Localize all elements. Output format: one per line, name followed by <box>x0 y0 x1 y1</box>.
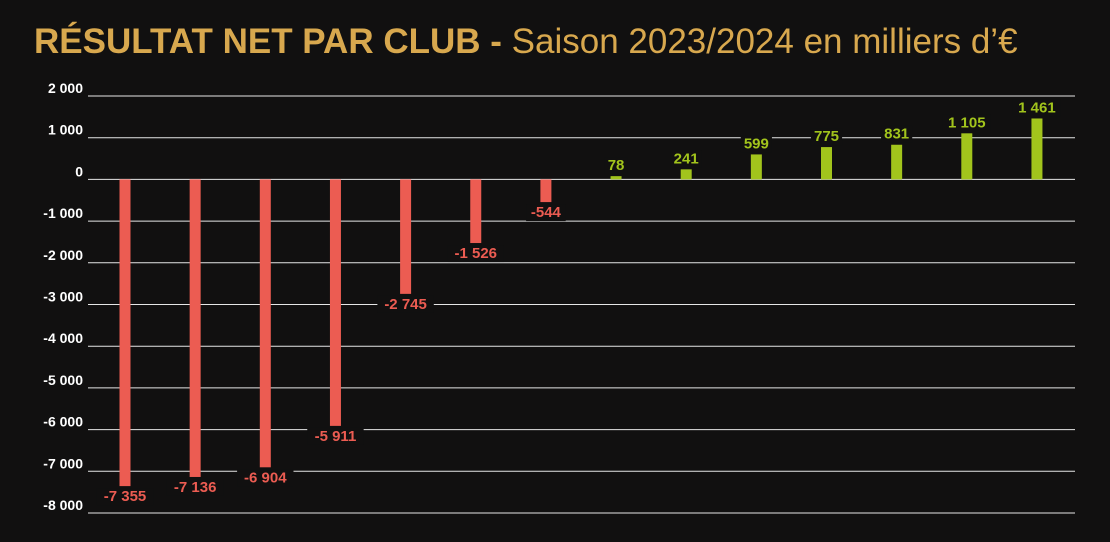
y-tick-label: -2 000 <box>43 247 83 263</box>
data-label-4: -5 911 <box>315 428 357 445</box>
y-tick-label: -3 000 <box>43 289 83 305</box>
data-labels: -7 355 -7 136 -6 904 -5 911 -2 745 -1 526 -544… <box>96 99 1061 506</box>
y-tick-label: -5 000 <box>43 372 83 388</box>
y-tick-label: -1 000 <box>43 205 83 221</box>
data-label-bg <box>604 157 628 175</box>
bar-1 <box>119 179 131 487</box>
bar-11 <box>821 147 832 180</box>
chart-title-subtitle: Saison 2023/2024 en milliers d’€ <box>511 22 1018 61</box>
chart-title: RÉSULTAT NET PAR CLUB - Saison 2023/2024… <box>34 20 1018 64</box>
bar-12 <box>891 144 903 180</box>
data-label-bg <box>670 150 702 168</box>
data-label-6: -1 526 <box>454 245 497 262</box>
data-label-bg <box>526 204 566 222</box>
data-label-bg <box>377 295 434 313</box>
bar-13 <box>961 133 973 180</box>
bar-10 <box>750 154 762 180</box>
data-label-bg <box>447 245 504 263</box>
data-label-bg <box>166 478 224 496</box>
data-label-bg <box>237 469 294 487</box>
data-label-14: 1 461 <box>1018 99 1056 116</box>
data-label-7: -544 <box>531 204 562 221</box>
data-label-12: 831 <box>884 126 909 143</box>
bar-7 <box>540 179 552 203</box>
y-tick-label: 1 000 <box>48 122 83 138</box>
bar-2 <box>189 179 201 477</box>
data-label-bg <box>942 114 991 132</box>
data-label-bg <box>1012 99 1061 117</box>
bar-4 <box>329 179 341 426</box>
data-label-10: 599 <box>744 135 769 152</box>
data-label-8: 78 <box>608 157 625 174</box>
bar-5 <box>400 179 412 294</box>
data-label-bg <box>810 128 843 146</box>
data-label-bg <box>307 427 364 445</box>
bars <box>119 118 1043 487</box>
data-label-13: 1 105 <box>948 114 986 131</box>
bar-8 <box>610 176 622 180</box>
y-tick-label: -7 000 <box>43 455 83 471</box>
y-axis-ticks: 2 000 1 000 0 -1 000 -2 000 -3 000 -4 000 -5 00… <box>43 80 83 513</box>
y-tick-label: -8 000 <box>43 497 83 513</box>
chart-title-main: RÉSULTAT NET PAR CLUB <box>34 22 481 61</box>
data-label-bg <box>740 135 772 153</box>
data-label-bg <box>96 488 154 506</box>
bar-14 <box>1031 118 1043 180</box>
chart-title-separator: - <box>490 22 502 61</box>
data-label-2: -7 136 <box>174 479 217 496</box>
data-label-9: 241 <box>674 150 699 167</box>
y-tick-label: -6 000 <box>43 414 83 430</box>
bar-9 <box>680 169 692 180</box>
y-tick-label: -4 000 <box>43 330 83 346</box>
y-tick-label: 0 <box>75 163 83 179</box>
bar-3 <box>259 179 271 468</box>
data-label-1: -7 355 <box>104 488 147 505</box>
data-label-11: 775 <box>814 128 839 145</box>
gridlines <box>88 95 1075 514</box>
y-tick-label: 2 000 <box>48 80 83 96</box>
data-label-5: -2 745 <box>384 296 427 313</box>
data-label-3: -6 904 <box>244 469 287 486</box>
data-label-bg <box>881 125 913 143</box>
bar-6 <box>470 179 482 244</box>
